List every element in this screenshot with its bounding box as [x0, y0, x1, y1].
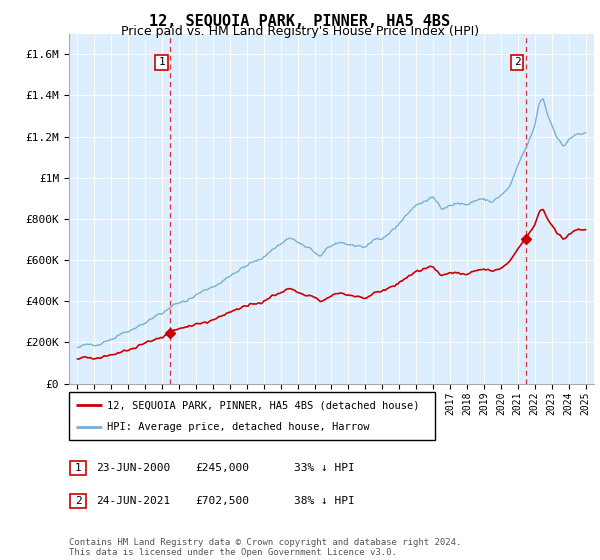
Text: HPI: Average price, detached house, Harrow: HPI: Average price, detached house, Harr… [107, 422, 370, 432]
Text: 33% ↓ HPI: 33% ↓ HPI [294, 463, 355, 473]
Text: 23-JUN-2000: 23-JUN-2000 [96, 463, 170, 473]
Text: Price paid vs. HM Land Registry's House Price Index (HPI): Price paid vs. HM Land Registry's House … [121, 25, 479, 38]
Text: 38% ↓ HPI: 38% ↓ HPI [294, 496, 355, 506]
Text: Contains HM Land Registry data © Crown copyright and database right 2024.
This d: Contains HM Land Registry data © Crown c… [69, 538, 461, 557]
Text: £702,500: £702,500 [195, 496, 249, 506]
FancyBboxPatch shape [70, 494, 86, 508]
Text: £245,000: £245,000 [195, 463, 249, 473]
Text: 12, SEQUOIA PARK, PINNER, HA5 4BS (detached house): 12, SEQUOIA PARK, PINNER, HA5 4BS (detac… [107, 400, 420, 410]
Text: 1: 1 [74, 463, 82, 473]
Text: 1: 1 [158, 58, 165, 67]
FancyBboxPatch shape [70, 460, 86, 475]
Text: 2: 2 [514, 58, 521, 67]
Text: 12, SEQUOIA PARK, PINNER, HA5 4BS: 12, SEQUOIA PARK, PINNER, HA5 4BS [149, 14, 451, 29]
Text: 24-JUN-2021: 24-JUN-2021 [96, 496, 170, 506]
Text: 2: 2 [74, 496, 82, 506]
FancyBboxPatch shape [69, 392, 435, 440]
